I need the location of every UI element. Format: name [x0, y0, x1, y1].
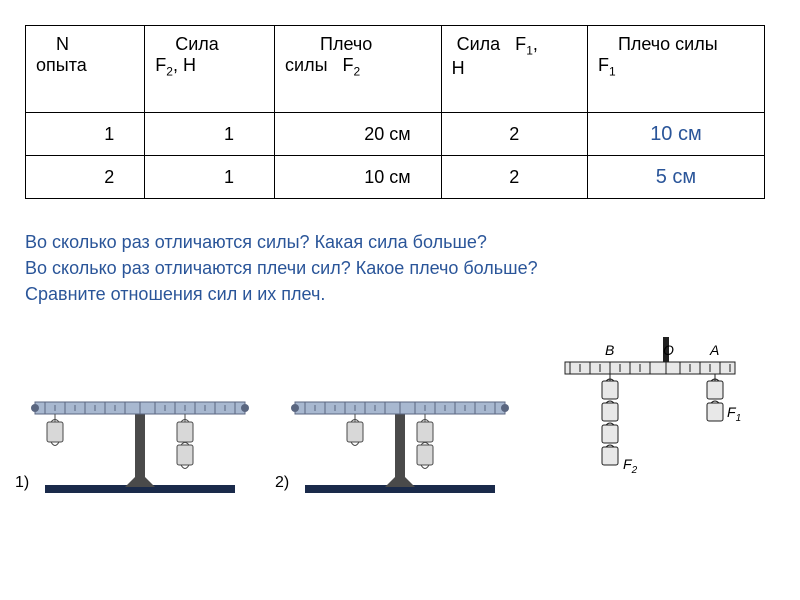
diagram-2: 2) [285, 377, 515, 502]
end-cap [241, 404, 249, 412]
label-O: O [663, 342, 674, 358]
header-text: F [598, 55, 609, 75]
question-line: Во сколько раз отличаются силы? Какая си… [25, 229, 775, 255]
cell-n: 2 [26, 156, 145, 199]
question-line: Во сколько раз отличаются плечи сил? Как… [25, 255, 775, 281]
weight-group-left [347, 414, 363, 446]
header-text: опыта [36, 55, 87, 75]
diagram-1: 1) [25, 377, 255, 502]
header-sub: 2 [166, 65, 173, 79]
experiment-table: N опыта Сила F2, Н Плечо силы F2 Сила F1… [25, 25, 765, 199]
label-B: B [605, 342, 614, 358]
header-text: F [155, 55, 166, 75]
diagram-1-label: 1) [15, 474, 29, 492]
header-arm2: Плечо силы F2 [275, 26, 442, 113]
header-f2: Сила F2, Н [145, 26, 275, 113]
diagram-2-label: 2) [275, 474, 289, 492]
cell-arm1: 10 см [587, 113, 764, 156]
weight-group-right [417, 414, 433, 469]
cell-f2: 1 [145, 156, 275, 199]
end-cap [501, 404, 509, 412]
header-sub: 2 [354, 65, 361, 79]
weight-group-right [177, 414, 193, 469]
question-line: Сравните отношения сил и их плеч. [25, 281, 775, 307]
label-A: A [709, 342, 719, 358]
header-text: Плечо силы [598, 34, 718, 54]
header-f1: Сила F1, Н [441, 26, 587, 113]
header-text: , [533, 34, 538, 54]
stand-foot [385, 472, 415, 487]
header-text: Сила [155, 34, 219, 54]
diagram-3: B O A F [555, 337, 745, 502]
weight-group-left [47, 414, 63, 446]
lever-diagram-2-svg [285, 377, 515, 497]
header-text: Н [452, 58, 465, 78]
table-row: 1 1 20 см 2 10 см [26, 113, 765, 156]
questions-block: Во сколько раз отличаются силы? Какая си… [25, 229, 775, 307]
header-text: , Н [173, 55, 196, 75]
cell-n: 1 [26, 113, 145, 156]
cell-arm2: 20 см [275, 113, 442, 156]
diagrams-row: 1) [25, 337, 775, 502]
header-sub: 1 [609, 65, 616, 79]
cell-arm2: 10 см [275, 156, 442, 199]
table-row: 2 1 10 см 2 5 см [26, 156, 765, 199]
header-sub: 1 [526, 44, 533, 58]
label-F1: F1 [727, 404, 741, 424]
end-cap [291, 404, 299, 412]
header-text: N [36, 34, 69, 54]
cell-f1: 2 [441, 156, 587, 199]
header-text: Плечо [285, 34, 372, 54]
header-text: силы F [285, 55, 354, 75]
table-header-row: N опыта Сила F2, Н Плечо силы F2 Сила F1… [26, 26, 765, 113]
cell-f1: 2 [441, 113, 587, 156]
header-n: N опыта [26, 26, 145, 113]
stand-foot [125, 472, 155, 487]
lever-diagram-3-svg: B O A F [555, 337, 745, 497]
label-F2: F2 [623, 456, 638, 476]
weight-chain-left [602, 374, 618, 465]
weight-chain-right [707, 374, 723, 421]
header-arm1: Плечо силы F1 [587, 26, 764, 113]
lever-diagram-1-svg [25, 377, 255, 497]
end-cap [31, 404, 39, 412]
cell-f2: 1 [145, 113, 275, 156]
cell-arm1: 5 см [587, 156, 764, 199]
header-text: Сила F [452, 34, 527, 54]
